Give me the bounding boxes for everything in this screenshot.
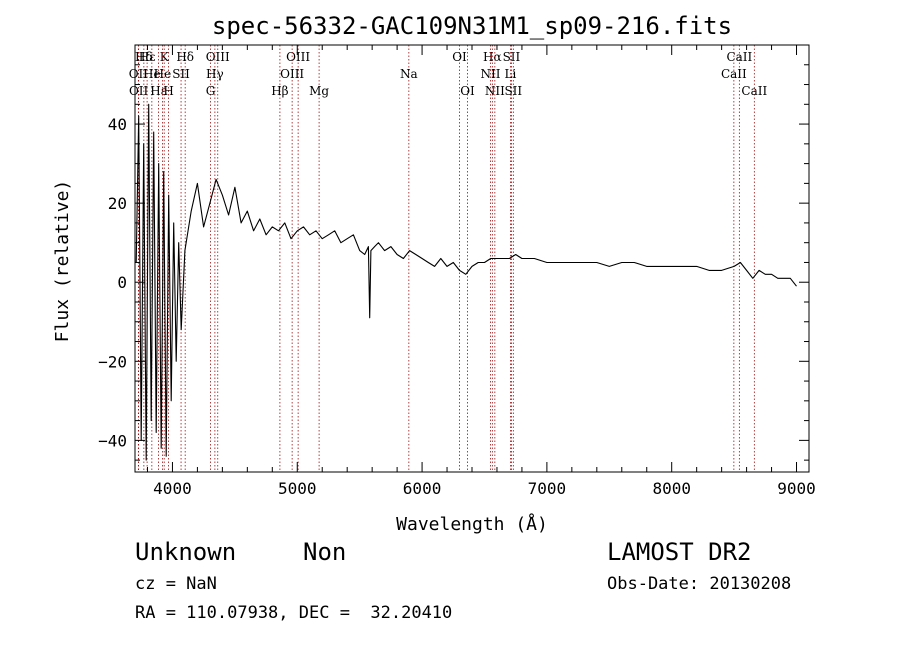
spectral-line-label-27: CaII	[726, 50, 752, 64]
object-subclass: Non	[303, 538, 347, 566]
survey-label: LAMOST DR2	[607, 538, 752, 566]
x-tick-label-5: 9000	[777, 479, 816, 498]
x-axis-label: Wavelength (Å)	[396, 513, 548, 535]
spectral-line-label-21: Hα	[483, 50, 502, 64]
spectral-line-label-20: OI	[460, 84, 475, 98]
y-axis-label: Flux (relative)	[52, 180, 73, 343]
x-tick-label-1: 5000	[278, 479, 317, 498]
obs-date-label: Obs-Date: 20130208	[607, 574, 792, 594]
spectral-line-label-16: OIII	[280, 67, 304, 81]
spectral-line-label-15: OIII	[286, 50, 310, 64]
data-layer	[135, 103, 797, 461]
spectral-line-label-4: He	[143, 67, 161, 81]
redshift-label: cz = NaN	[135, 574, 217, 594]
spectral-line-label-25: Li	[505, 67, 517, 81]
ticks-layer: 4000 5000 6000 7000 8000 9000 −40 −20 0 20 40	[98, 45, 816, 498]
spectral-line-label-8: He	[154, 67, 172, 81]
x-tick-label-0: 4000	[153, 479, 192, 498]
y-tick-label-1: −20	[98, 352, 127, 371]
spectral-line-label-17: Mg	[309, 84, 329, 98]
spectral-line-label-22: NII	[480, 67, 500, 81]
y-tick-label-0: −40	[98, 431, 127, 450]
spectral-line-label-10: Hδ	[176, 50, 194, 64]
spectral-line-label-6: K	[160, 50, 170, 64]
spectral-line-label-2: OII	[129, 84, 149, 98]
x-tick-label-2: 6000	[403, 479, 442, 498]
spectral-line-label-14: Hβ	[271, 84, 288, 98]
spectral-line-label-7: H	[163, 84, 173, 98]
x-tick-label-3: 7000	[528, 479, 567, 498]
spectral-line-label-9: SII	[172, 67, 190, 81]
y-tick-label-4: 40	[108, 115, 127, 134]
spectral-line-label-12: OIII	[206, 50, 230, 64]
coordinates-label: RA = 110.07938, DEC = 32.20410	[135, 603, 453, 623]
spectral-line-label-24: SII	[503, 50, 521, 64]
spectral-line-label-23: NII	[485, 84, 505, 98]
spectral-line-label-13: Hγ	[206, 67, 224, 81]
object-class: Unknown	[135, 538, 237, 566]
chart-title: spec-56332-GAC109N31M1_sp09-216.fits	[212, 12, 732, 40]
y-tick-label-2: 0	[117, 273, 127, 292]
spectral-line-label-11: G	[206, 84, 216, 98]
spectral-line-label-3: Hε	[139, 50, 156, 64]
spectral-line-label-26: SII	[504, 84, 522, 98]
spectral-line-label-19: OI	[452, 50, 467, 64]
spectrum-series-0	[135, 103, 797, 461]
spectral-line-label-29: CaII	[741, 84, 767, 98]
spectral-line-label-0: Hδ	[135, 50, 153, 64]
spectral-line-label-18: Na	[400, 67, 418, 81]
x-tick-label-4: 8000	[652, 479, 691, 498]
plot-frame	[134, 44, 810, 473]
y-tick-label-3: 20	[108, 194, 127, 213]
spectral-line-label-28: CaII	[721, 67, 747, 81]
